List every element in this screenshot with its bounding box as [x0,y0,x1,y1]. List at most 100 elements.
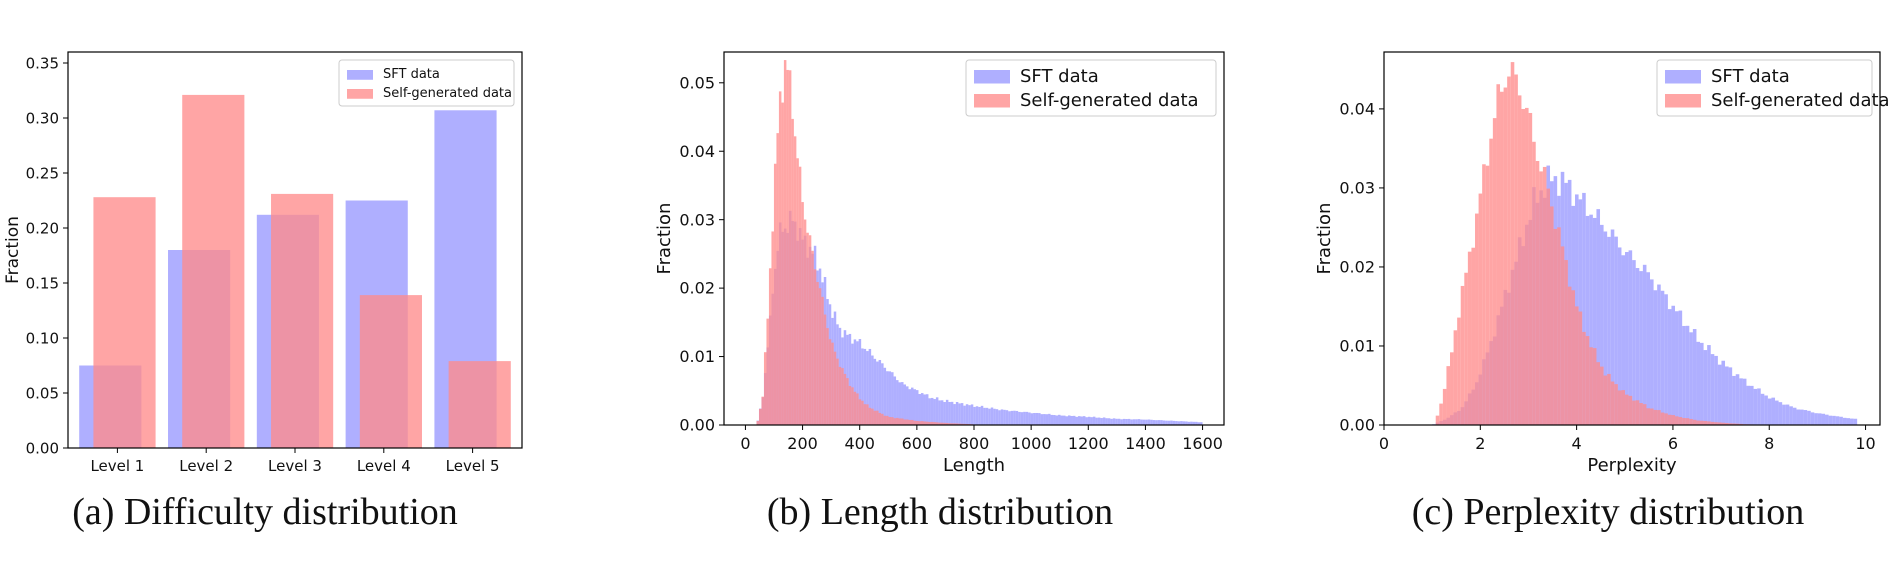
hist-bar [853,391,857,425]
hist-bar [1120,419,1123,425]
hist-bar [1097,417,1101,425]
hist-bar [858,339,862,425]
hist-bar [940,422,944,425]
hist-bar [955,402,959,425]
hist-bar [1607,373,1611,425]
hist-bar [968,405,971,425]
hist-bar [1567,286,1572,425]
hist-bar [1571,290,1576,425]
hist-bar [868,407,872,425]
hist-bar [945,422,949,425]
hist-bar [1478,193,1483,425]
hist-bar [1122,418,1126,425]
hist-bar [1585,215,1590,425]
hist-bar [806,232,809,425]
hist-bar [1528,112,1533,426]
hist-bar [1550,206,1554,425]
hist-bar [1517,95,1522,426]
hist-bar [1721,422,1726,425]
bar [93,197,156,448]
hist-bar [856,393,859,425]
x-axis-label: Perplexity [1587,455,1677,476]
hist-bar [920,421,924,425]
hist-bar [1653,409,1658,425]
hist-bar [903,384,907,425]
legend-box [965,59,1217,117]
hist-bar [1753,388,1758,425]
hist-bar [1460,285,1465,425]
hist-bar [868,348,872,425]
hist-bar [898,382,902,425]
hist-bar [1038,413,1041,425]
hist-bar [930,397,934,425]
y-tick-label: 0.01 [1339,337,1375,356]
hist-bar [851,387,854,425]
hist-bar [1821,413,1826,425]
hist-bar [1175,421,1178,425]
hist-bar [1632,400,1636,425]
hist-bar [1721,360,1726,425]
plot-frame [1383,51,1881,426]
hist-bar [998,410,1001,425]
hist-bar [1814,413,1818,425]
hist-bar [863,404,867,425]
x-tick-label: 800 [959,434,990,453]
hist-bar [1796,409,1801,425]
hist-bar [1025,411,1029,425]
hist-bar [1008,411,1011,425]
hist-bar [918,421,921,425]
hist-bar [1082,416,1086,425]
hist-bar [1650,408,1654,425]
hist-bar [1050,414,1054,425]
hist-bar [1535,160,1540,426]
hist-bar [1717,422,1722,425]
hist-bar [811,250,814,425]
hist-bar [940,400,944,425]
bar [271,193,334,448]
hist-bar [1696,341,1701,425]
hist-bar [1117,418,1121,425]
hist-bar [1839,416,1843,425]
hist-bar [881,363,884,425]
hist-bar [1140,419,1143,425]
x-tick-label: 2 [1475,434,1485,453]
hist-bar [801,202,804,425]
hist-bar [1107,418,1111,425]
hist-bar [1642,264,1647,425]
hist-bar [1177,421,1181,425]
y-tick-label: 0.03 [1339,179,1375,198]
hist-bar [1092,416,1096,425]
hist-bar [1142,419,1146,425]
hist-bar [1055,415,1059,425]
hist-bar [1635,268,1640,425]
hist-bar [1075,416,1078,425]
hist-bar [1657,410,1661,425]
hist-bar [1835,416,1840,425]
hist-bar [1692,419,1697,425]
hist-bar [1628,395,1633,425]
hist-bar [1070,415,1073,425]
hist-bar [1664,294,1668,425]
hist-bar [1471,247,1476,425]
hist-bar [1167,420,1171,425]
chart-perplexity: 0.00 0.01 0.02 0.03 0.04 0 2 4 6 8 10 Perplexity Fra… [1314,51,1890,476]
hist-bar [1671,415,1676,425]
hist-bar [1617,247,1622,425]
hist-bar [1792,407,1797,425]
hist-bar [1614,384,1618,425]
hist-bar [1664,413,1668,425]
x-tick-label: 10 [1855,434,1875,453]
hist-bar [1085,417,1088,425]
hist-bar [1582,331,1586,425]
hist-bar [1485,165,1490,425]
hist-bar [1607,236,1611,425]
x-tick-label: 600 [902,434,933,453]
hist-bar [1678,310,1683,425]
hist-bar [913,389,916,425]
hist-bar [983,407,986,425]
hist-bar [1553,228,1558,425]
hist-bar [783,60,787,426]
hist-bar [985,407,989,425]
hist-bar [938,400,941,425]
hist-bar [1200,422,1203,425]
